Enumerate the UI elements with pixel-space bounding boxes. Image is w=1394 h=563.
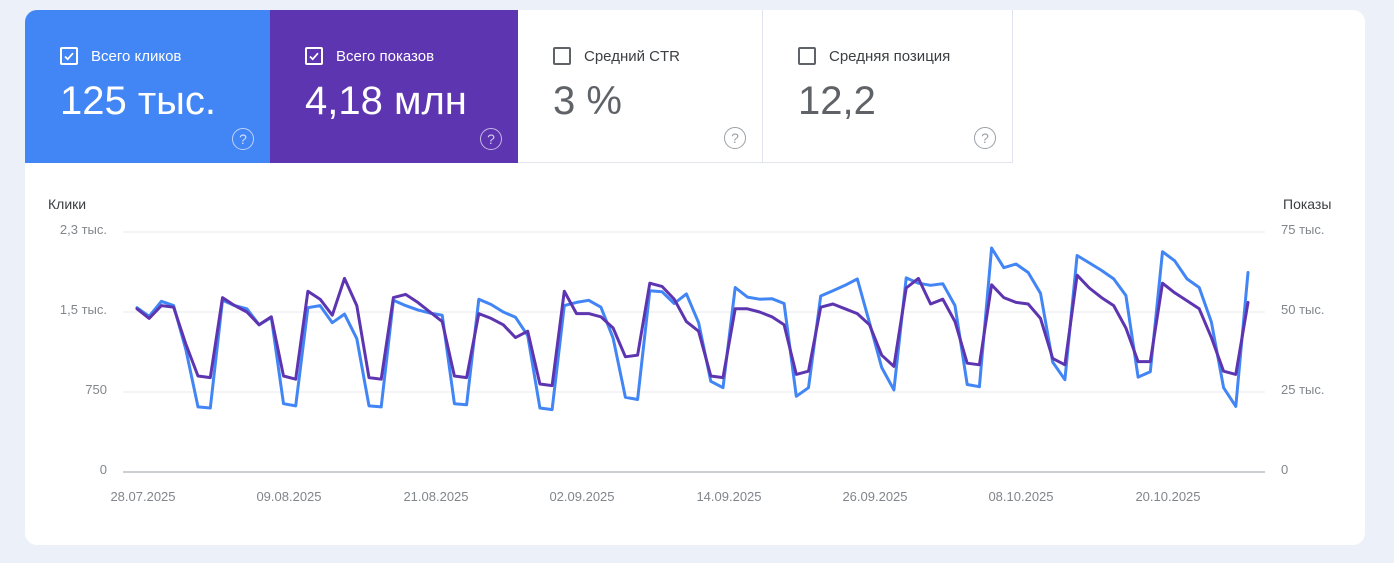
card-value: 12,2 [798,79,876,123]
average-ctr-checkbox[interactable] [553,47,571,65]
clicks-line[interactable] [135,246,1250,412]
metric-cards-row: Всего кликов 125 тыс. ? Всего показов 4,… [25,10,1365,163]
chart-canvas[interactable] [25,10,1365,545]
card-head: Средний CTR [518,10,762,65]
metric-card-average-position[interactable]: Средняя позиция 12,2 ? [763,10,1013,163]
card-value: 4,18 млн [305,79,467,123]
card-label: Средний CTR [584,47,680,65]
metric-card-total-impressions[interactable]: Всего показов 4,18 млн ? [270,10,518,163]
metric-card-total-clicks[interactable]: Всего кликов 125 тыс. ? [25,10,270,163]
help-icon[interactable]: ? [480,128,502,150]
card-head: Средняя позиция [763,10,1012,65]
impressions-line[interactable] [135,273,1250,388]
card-value: 125 тыс. [60,79,217,123]
checkmark-icon [309,52,319,61]
help-icon[interactable]: ? [232,128,254,150]
card-label: Всего кликов [91,47,182,65]
performance-chart: Клики Показы 2,3 тыс. 1,5 тыс. 750 0 75 … [25,10,1365,545]
metric-card-average-ctr[interactable]: Средний CTR 3 % ? [518,10,763,163]
average-position-checkbox[interactable] [798,47,816,65]
card-label: Средняя позиция [829,47,951,65]
total-impressions-checkbox[interactable] [305,47,323,65]
total-clicks-checkbox[interactable] [60,47,78,65]
performance-panel: Всего кликов 125 тыс. ? Всего показов 4,… [25,10,1365,545]
help-icon[interactable]: ? [724,127,746,149]
checkmark-icon [64,52,74,61]
help-icon[interactable]: ? [974,127,996,149]
card-head: Всего показов [270,10,518,65]
card-value: 3 % [553,79,622,123]
card-head: Всего кликов [25,10,270,65]
card-label: Всего показов [336,47,435,65]
